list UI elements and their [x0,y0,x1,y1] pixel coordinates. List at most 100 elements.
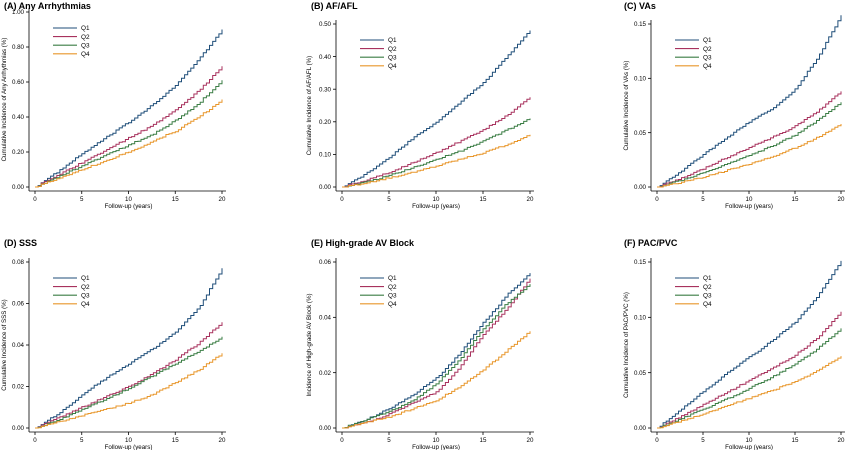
series-line-q2 [657,311,842,429]
y-tick-label: 0.02 [319,370,332,377]
x-tick-label: 20 [219,437,226,444]
x-axis-label: Follow-up (years) [725,444,773,450]
series-line-q1 [657,15,842,188]
legend-label-q3: Q3 [81,42,90,49]
x-tick-label: 5 [701,196,705,203]
y-tick-label: 0.40 [319,54,332,61]
legend-label-q1: Q1 [388,275,397,282]
panel-title: (B) AF/AFL [311,1,358,11]
y-tick-label: 0.04 [12,342,25,349]
x-tick-label: 0 [33,196,37,203]
legend-label-q2: Q2 [703,284,712,291]
y-axis-label: Cumulative Incidence of PAC/PVC (%) [623,292,630,398]
legend-label-q1: Q1 [81,275,90,282]
legend-label-q3: Q3 [703,292,712,299]
x-tick-label: 15 [480,437,487,444]
x-tick-label: 15 [792,196,799,203]
legend-label-q4: Q4 [388,63,397,70]
x-axis-label: Follow-up (years) [725,203,773,210]
series-line-q4 [342,134,531,188]
y-tick-label: 0.05 [634,370,647,377]
x-tick-label: 10 [746,437,753,444]
x-tick-label: 10 [433,437,440,444]
legend-label-q1: Q1 [703,37,712,44]
x-axis-label: Follow-up (years) [412,203,460,210]
panel-6: (F) PAC/PVC 0.00 0.05 0.10 0.15 0 5 10 15 20 Follo… [623,238,845,451]
x-tick-label: 5 [80,437,84,444]
panel-3: (C) VAs 0.00 0.05 0.10 0.15 0 5 10 15 20 Follow-up… [623,1,845,210]
legend-label-q2: Q2 [81,284,90,291]
x-tick-label: 10 [125,437,132,444]
legend-label-q4: Q4 [703,301,712,308]
y-tick-label: 0.20 [319,119,332,126]
legend-label-q4: Q4 [703,63,712,70]
legend-label-q4: Q4 [388,301,397,308]
panel-5: (E) High-grade AV Block 0.00 0.02 0.04 0.06 0… [306,238,534,451]
x-tick-label: 5 [387,437,391,444]
x-tick-label: 20 [219,196,226,203]
series-line-q1 [35,29,223,188]
legend-label-q4: Q4 [81,301,90,308]
legend-label-q1: Q1 [388,37,397,44]
series-line-q3 [342,284,531,429]
x-tick-label: 15 [172,196,179,203]
series-line-q4 [342,331,531,429]
y-tick-label: 0.40 [12,114,25,121]
x-tick-label: 5 [387,196,391,203]
legend-label-q2: Q2 [703,46,712,53]
panel-4: (D) SSS 0.00 0.02 0.04 0.06 0.08 0 5 10 15 20 Follo… [1,238,226,451]
y-axis-label: Cumulative Incidence of Any Arrhythmias … [1,38,8,162]
y-tick-label: 0.05 [634,130,647,137]
panel-title: (A) Any Arrhythmias [4,1,91,11]
x-tick-label: 10 [746,196,753,203]
legend-label-q2: Q2 [388,46,397,53]
y-tick-label: 0.60 [12,79,25,86]
x-tick-label: 20 [527,437,534,444]
x-tick-label: 15 [172,437,179,444]
panel-title: (E) High-grade AV Block [311,238,415,248]
legend-label-q3: Q3 [81,292,90,299]
x-axis-label: Follow-up (years) [105,203,153,210]
series-line-q2 [342,97,531,188]
series-line-q1 [342,30,531,188]
series-line-q4 [657,356,842,429]
legend-label-q1: Q1 [703,275,712,282]
y-tick-label: 0.00 [634,425,647,432]
y-tick-label: 0.15 [634,259,647,266]
series-line-q4 [35,99,223,188]
y-axis-label: Cumulative Incidence of AF/AFL (%) [306,56,313,156]
y-tick-label: 0.00 [319,184,332,191]
x-tick-label: 5 [80,196,84,203]
y-tick-label: 0.00 [12,184,25,191]
y-tick-label: 0.04 [319,315,332,322]
y-tick-label: 0.20 [12,149,25,156]
series-line-q2 [35,66,223,188]
y-tick-label: 0.00 [12,425,25,432]
x-tick-label: 0 [655,196,659,203]
y-tick-label: 0.06 [12,301,25,308]
y-axis-label: Cumulative Incidence of VAs (%) [623,61,630,151]
legend-label-q1: Q1 [81,25,90,32]
legend-label-q4: Q4 [81,51,90,58]
x-tick-label: 0 [33,437,37,444]
series-line-q4 [657,124,842,188]
series-line-q3 [657,102,842,188]
y-tick-label: 1.00 [12,9,25,16]
x-tick-label: 10 [433,196,440,203]
series-line-q2 [35,322,223,429]
x-tick-label: 0 [655,437,659,444]
series-line-q3 [35,336,223,429]
series-line-q1 [342,273,531,429]
x-tick-label: 20 [838,437,845,444]
y-axis-label: Cumulative Incidence of SSS (%) [1,299,8,390]
y-tick-label: 0.10 [634,315,647,322]
legend-label-q2: Q2 [388,284,397,291]
y-tick-label: 0.10 [319,152,332,159]
x-tick-label: 5 [701,437,705,444]
x-tick-label: 0 [340,437,344,444]
y-tick-label: 0.06 [319,259,332,266]
panel-1: (A) Any Arrhythmias 0.00 0.20 0.40 0.60 0.80 1… [1,1,226,210]
series-line-q2 [657,91,842,188]
x-tick-label: 0 [340,196,344,203]
